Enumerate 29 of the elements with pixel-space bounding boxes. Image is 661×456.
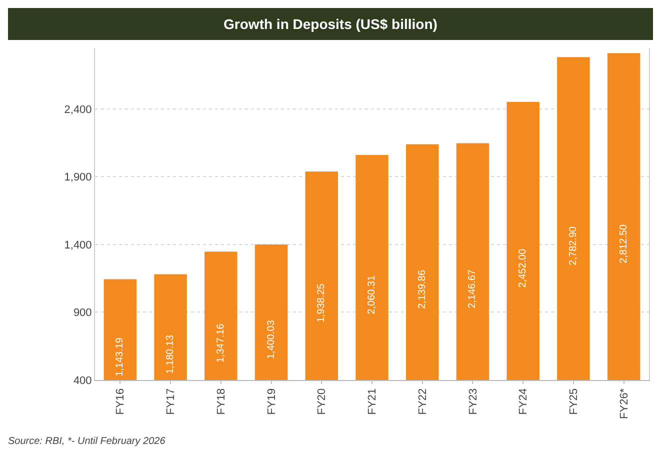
- x-tick-label: FY20: [316, 388, 328, 415]
- data-label: 2,139.86: [416, 270, 428, 309]
- data-label: 1,400.03: [266, 320, 277, 360]
- x-tick-label: FY24: [518, 388, 530, 415]
- y-tick-label: 1,900: [64, 172, 92, 184]
- x-tick-label: FY19: [266, 388, 278, 415]
- data-label: 1,143.19: [114, 337, 126, 376]
- data-label: 2,060.31: [366, 274, 378, 314]
- x-tick-label: FY18: [215, 388, 228, 415]
- data-label: 1,347.16: [215, 323, 226, 363]
- x-tick-label: FY23: [467, 388, 480, 415]
- source-note: Source: RBI, *- Until February 2026: [8, 436, 166, 447]
- x-tick-label: FY17: [165, 388, 178, 415]
- data-label: 1,180.13: [165, 334, 176, 374]
- x-tick-label: FY26*: [618, 388, 630, 419]
- data-label: 2,452.00: [518, 248, 529, 288]
- x-tick-label: FY22: [416, 388, 429, 415]
- x-tick-label: FY25: [568, 388, 580, 415]
- y-tick-label: 900: [73, 307, 92, 320]
- chart-title: Growth in Deposits (US$ billion): [8, 8, 653, 40]
- data-label: 1,938.25: [316, 283, 328, 323]
- y-tick-label: 1,400: [64, 239, 92, 252]
- data-label: 2,146.67: [467, 269, 478, 308]
- data-label: 2,812.50: [618, 224, 630, 264]
- x-tick-label: FY21: [366, 388, 379, 415]
- data-label: 2,782.90: [568, 226, 579, 266]
- y-tick-label: 2,400: [64, 104, 92, 116]
- x-tick-label: FY16: [114, 388, 127, 415]
- y-tick-label: 400: [73, 374, 92, 387]
